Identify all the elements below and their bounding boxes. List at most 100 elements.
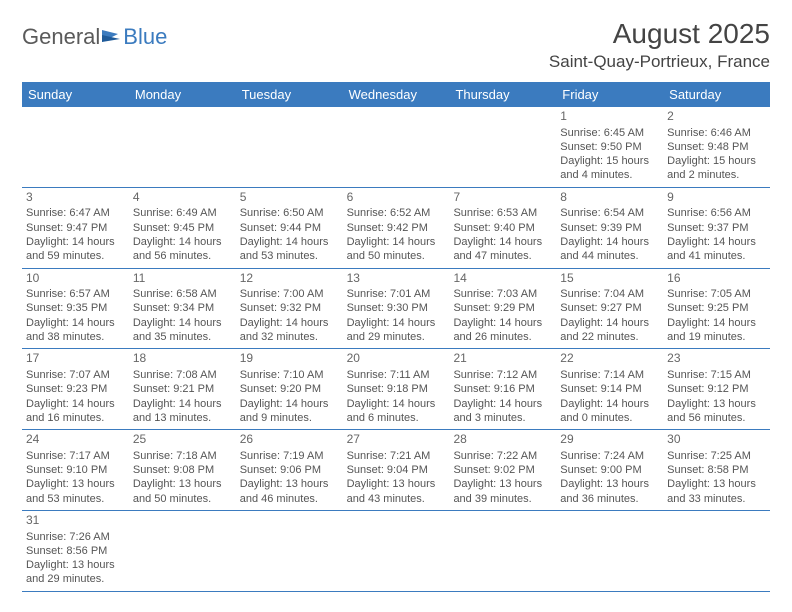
day-number: 27 [347,432,446,448]
day-number: 19 [240,351,339,367]
calendar-week: 17Sunrise: 7:07 AMSunset: 9:23 PMDayligh… [22,349,770,430]
sunset-text: Sunset: 9:08 PM [133,463,232,477]
day-number: 11 [133,271,232,287]
daylight-text: Daylight: 13 hours and 50 minutes. [133,477,232,506]
sunset-text: Sunset: 9:29 PM [453,301,552,315]
sunset-text: Sunset: 8:56 PM [26,544,125,558]
sunrise-text: Sunrise: 7:12 AM [453,368,552,382]
calendar-week: 31Sunrise: 7:26 AMSunset: 8:56 PMDayligh… [22,511,770,592]
daylight-text: Daylight: 13 hours and 39 minutes. [453,477,552,506]
sunset-text: Sunset: 9:35 PM [26,301,125,315]
calendar-day: 7Sunrise: 6:53 AMSunset: 9:40 PMDaylight… [449,188,556,268]
calendar-day-empty [129,107,236,187]
sunset-text: Sunset: 9:18 PM [347,382,446,396]
daylight-text: Daylight: 14 hours and 13 minutes. [133,397,232,426]
day-number: 5 [240,190,339,206]
sunrise-text: Sunrise: 7:14 AM [560,368,659,382]
calendar-day: 21Sunrise: 7:12 AMSunset: 9:16 PMDayligh… [449,349,556,429]
weekday-label: Saturday [663,82,770,107]
daylight-text: Daylight: 15 hours and 2 minutes. [667,154,766,183]
day-number: 26 [240,432,339,448]
day-number: 17 [26,351,125,367]
calendar-body: 1Sunrise: 6:45 AMSunset: 9:50 PMDaylight… [22,107,770,592]
day-number: 9 [667,190,766,206]
calendar-day: 20Sunrise: 7:11 AMSunset: 9:18 PMDayligh… [343,349,450,429]
day-number: 28 [453,432,552,448]
day-number: 25 [133,432,232,448]
sunset-text: Sunset: 9:10 PM [26,463,125,477]
calendar-day: 17Sunrise: 7:07 AMSunset: 9:23 PMDayligh… [22,349,129,429]
sunrise-text: Sunrise: 7:05 AM [667,287,766,301]
sunrise-text: Sunrise: 7:10 AM [240,368,339,382]
sunset-text: Sunset: 9:44 PM [240,221,339,235]
sunrise-text: Sunrise: 7:04 AM [560,287,659,301]
daylight-text: Daylight: 14 hours and 16 minutes. [26,397,125,426]
calendar-day-empty [449,511,556,591]
calendar-day: 8Sunrise: 6:54 AMSunset: 9:39 PMDaylight… [556,188,663,268]
day-number: 18 [133,351,232,367]
sunset-text: Sunset: 9:30 PM [347,301,446,315]
sunrise-text: Sunrise: 7:18 AM [133,449,232,463]
calendar-day: 25Sunrise: 7:18 AMSunset: 9:08 PMDayligh… [129,430,236,510]
flag-icon [102,24,122,50]
day-number: 13 [347,271,446,287]
daylight-text: Daylight: 14 hours and 35 minutes. [133,316,232,345]
sunrise-text: Sunrise: 7:11 AM [347,368,446,382]
calendar-week: 10Sunrise: 6:57 AMSunset: 9:35 PMDayligh… [22,269,770,350]
sunset-text: Sunset: 9:47 PM [26,221,125,235]
sunrise-text: Sunrise: 7:15 AM [667,368,766,382]
day-number: 23 [667,351,766,367]
calendar-week: 3Sunrise: 6:47 AMSunset: 9:47 PMDaylight… [22,188,770,269]
calendar-day-empty [556,511,663,591]
day-number: 16 [667,271,766,287]
calendar-day: 22Sunrise: 7:14 AMSunset: 9:14 PMDayligh… [556,349,663,429]
calendar-day: 4Sunrise: 6:49 AMSunset: 9:45 PMDaylight… [129,188,236,268]
calendar-day: 30Sunrise: 7:25 AMSunset: 8:58 PMDayligh… [663,430,770,510]
location-subtitle: Saint-Quay-Portrieux, France [549,52,770,72]
calendar-day: 29Sunrise: 7:24 AMSunset: 9:00 PMDayligh… [556,430,663,510]
sunset-text: Sunset: 9:40 PM [453,221,552,235]
weekday-label: Tuesday [236,82,343,107]
sunset-text: Sunset: 9:25 PM [667,301,766,315]
sunset-text: Sunset: 9:27 PM [560,301,659,315]
day-number: 20 [347,351,446,367]
sunrise-text: Sunrise: 7:26 AM [26,530,125,544]
day-number: 7 [453,190,552,206]
daylight-text: Daylight: 13 hours and 46 minutes. [240,477,339,506]
day-number: 21 [453,351,552,367]
sunset-text: Sunset: 9:02 PM [453,463,552,477]
calendar-day-empty [129,511,236,591]
calendar-day: 28Sunrise: 7:22 AMSunset: 9:02 PMDayligh… [449,430,556,510]
calendar-day-empty [22,107,129,187]
calendar-day-empty [236,107,343,187]
sunrise-text: Sunrise: 6:46 AM [667,126,766,140]
calendar-day: 23Sunrise: 7:15 AMSunset: 9:12 PMDayligh… [663,349,770,429]
sunrise-text: Sunrise: 6:56 AM [667,206,766,220]
day-number: 29 [560,432,659,448]
sunset-text: Sunset: 9:00 PM [560,463,659,477]
day-number: 14 [453,271,552,287]
daylight-text: Daylight: 14 hours and 32 minutes. [240,316,339,345]
sunset-text: Sunset: 9:34 PM [133,301,232,315]
calendar-day: 19Sunrise: 7:10 AMSunset: 9:20 PMDayligh… [236,349,343,429]
weekday-label: Sunday [22,82,129,107]
calendar-day: 14Sunrise: 7:03 AMSunset: 9:29 PMDayligh… [449,269,556,349]
calendar-day: 9Sunrise: 6:56 AMSunset: 9:37 PMDaylight… [663,188,770,268]
weekday-label: Wednesday [343,82,450,107]
sunset-text: Sunset: 9:20 PM [240,382,339,396]
sunset-text: Sunset: 9:48 PM [667,140,766,154]
day-number: 6 [347,190,446,206]
daylight-text: Daylight: 14 hours and 41 minutes. [667,235,766,264]
daylight-text: Daylight: 15 hours and 4 minutes. [560,154,659,183]
calendar-day-empty [236,511,343,591]
day-number: 1 [560,109,659,125]
calendar-day: 24Sunrise: 7:17 AMSunset: 9:10 PMDayligh… [22,430,129,510]
daylight-text: Daylight: 14 hours and 47 minutes. [453,235,552,264]
sunrise-text: Sunrise: 7:24 AM [560,449,659,463]
day-number: 31 [26,513,125,529]
calendar-day: 27Sunrise: 7:21 AMSunset: 9:04 PMDayligh… [343,430,450,510]
sunset-text: Sunset: 9:37 PM [667,221,766,235]
weekday-label: Thursday [449,82,556,107]
sunrise-text: Sunrise: 7:22 AM [453,449,552,463]
sunset-text: Sunset: 8:58 PM [667,463,766,477]
